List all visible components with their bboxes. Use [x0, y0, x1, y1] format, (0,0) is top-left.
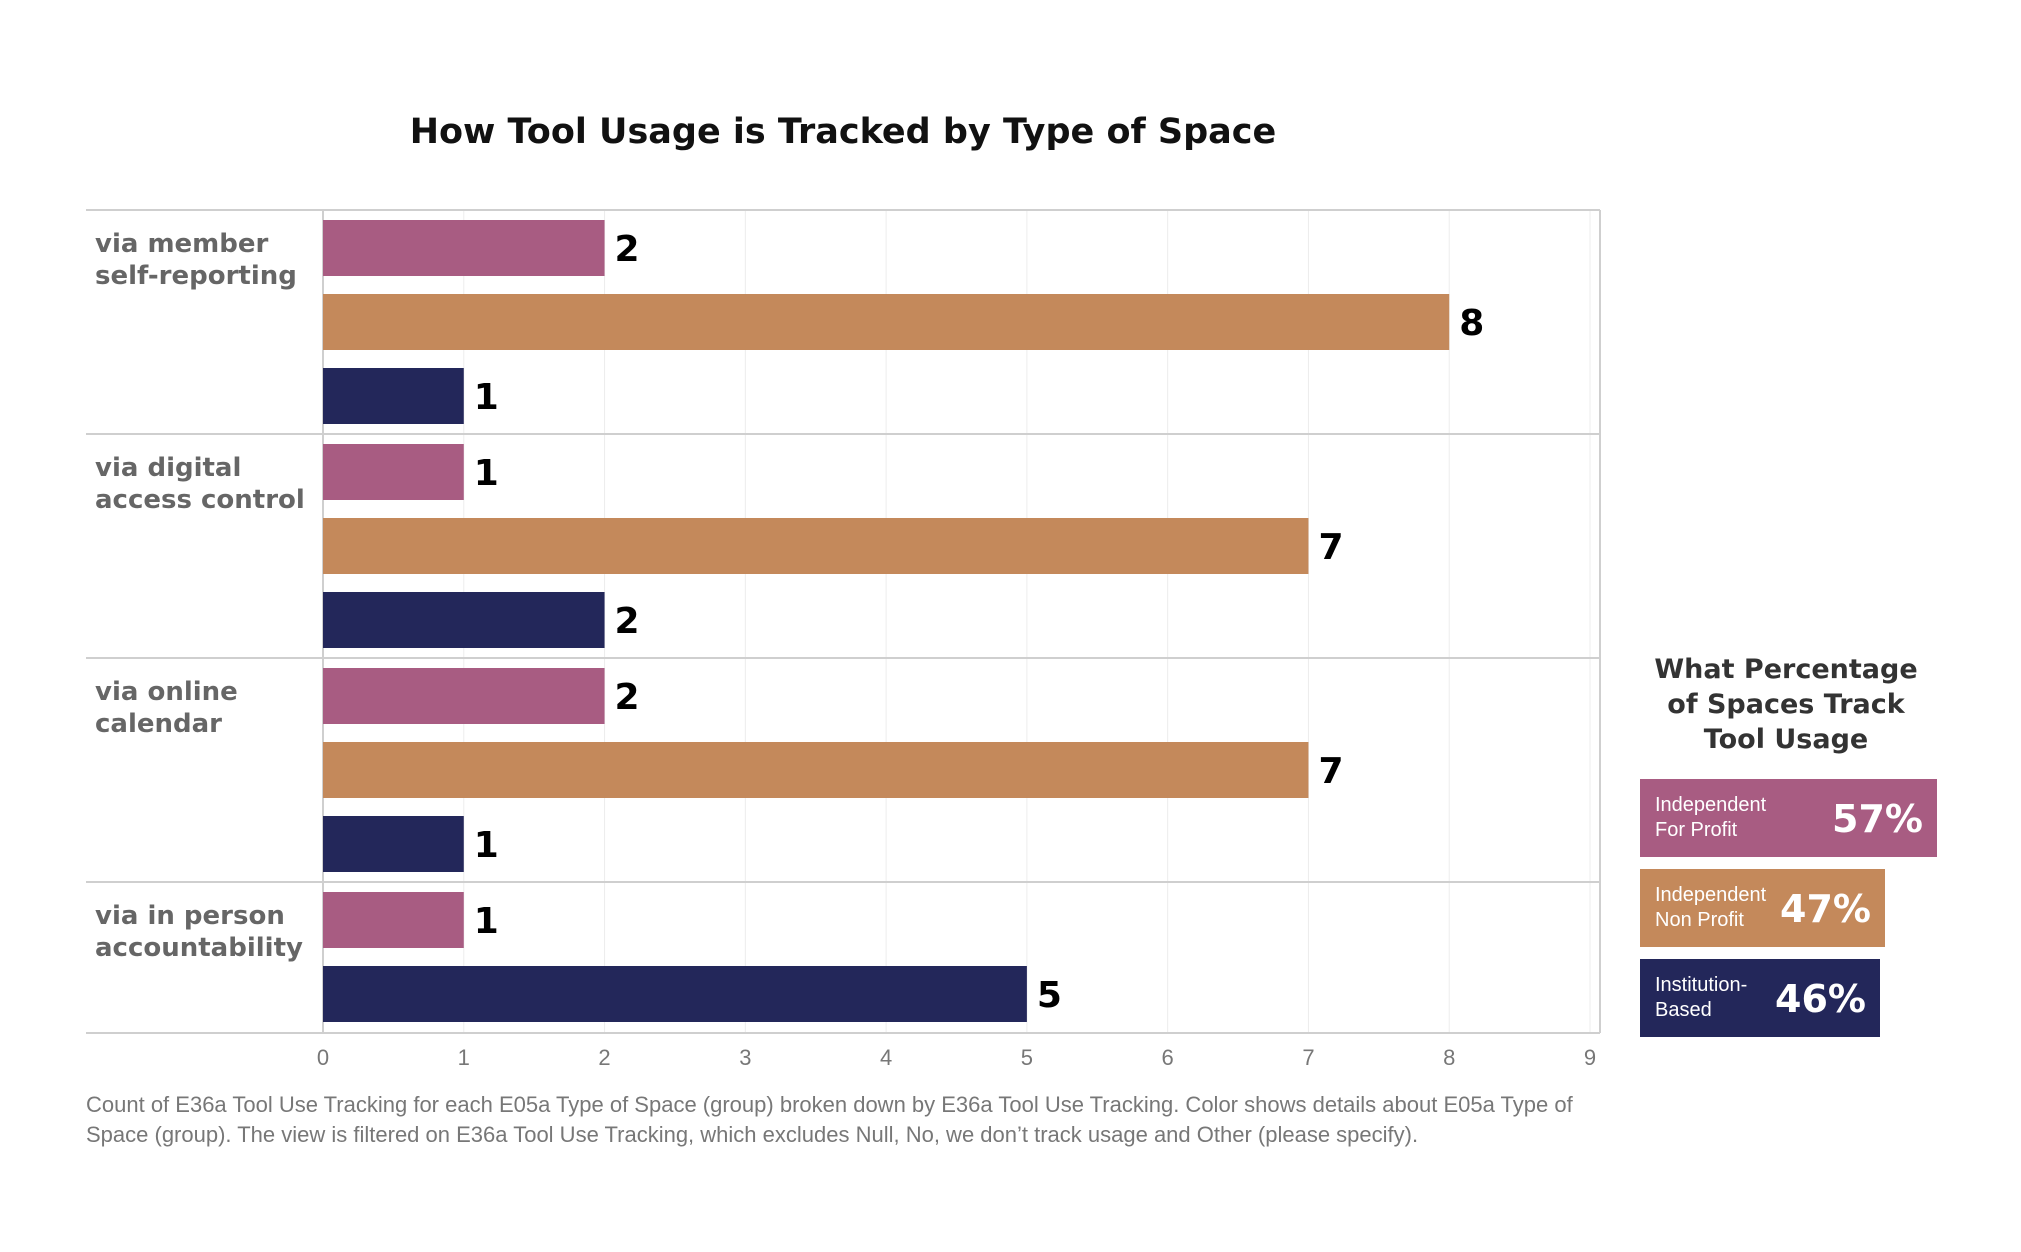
percentage-box-value: 47%: [1780, 887, 1871, 931]
bar: [323, 892, 464, 948]
percentage-box-value: 46%: [1775, 977, 1866, 1021]
bar: [323, 518, 1309, 574]
data-label: 1: [474, 901, 499, 942]
bar: [323, 966, 1027, 1022]
data-label: 2: [615, 601, 640, 642]
percentage-box-value: 57%: [1832, 797, 1923, 841]
percentage-box-label: Institution-Based: [1655, 974, 1748, 1021]
category-label: via digital access control: [95, 453, 305, 515]
x-tick-label: 4: [880, 1045, 892, 1070]
x-tick-label: 3: [739, 1045, 751, 1070]
bar: [323, 816, 464, 872]
percentage-box: Institution-Based 46%: [1640, 959, 1880, 1037]
bar: [323, 220, 605, 276]
x-tick-label: 6: [1162, 1045, 1174, 1070]
category-label: via in person accountability: [95, 901, 303, 963]
data-label: 2: [615, 677, 640, 718]
percentage-list: Independent For Profit 57% Independent Non…: [1640, 779, 1960, 1037]
data-label: 7: [1318, 527, 1343, 568]
bar: [323, 668, 605, 724]
bar: [323, 742, 1309, 798]
chart-caption: Count of E36a Tool Use Tracking for each…: [86, 1092, 1573, 1147]
category-label: via member self-reporting: [95, 229, 297, 291]
chart-title: How Tool Usage is Tracked by Type of Spa…: [409, 112, 1277, 152]
x-tick-label: 2: [598, 1045, 610, 1070]
x-tick-label: 5: [1021, 1045, 1033, 1070]
percentage-box-label: Independent For Profit: [1655, 794, 1767, 841]
x-tick-label: 7: [1302, 1045, 1314, 1070]
bar: [323, 444, 464, 500]
data-label: 1: [474, 377, 499, 418]
data-label: 8: [1459, 303, 1484, 344]
x-tick-label: 1: [458, 1045, 470, 1070]
category-label: via online calendar: [95, 677, 238, 739]
percentage-box-label: Independent Non Profit: [1655, 884, 1767, 931]
x-tick-label: 8: [1443, 1045, 1455, 1070]
data-label: 5: [1037, 975, 1062, 1016]
x-tick-label: 0: [317, 1045, 329, 1070]
percentage-box: Independent Non Profit 47%: [1640, 869, 1885, 947]
bar: [323, 592, 605, 648]
data-label: 2: [615, 229, 640, 270]
x-tick-label: 9: [1584, 1045, 1596, 1070]
percentage-box: Independent For Profit 57%: [1640, 779, 1937, 857]
bar: [323, 294, 1450, 350]
data-label: 7: [1318, 751, 1343, 792]
data-label: 1: [474, 453, 499, 494]
bar: [323, 368, 464, 424]
percentage-panel: What Percentage of Spaces Track Tool Usa…: [1640, 652, 1960, 1049]
percentage-panel-title: What Percentage of Spaces Track Tool Usa…: [1654, 654, 1918, 755]
data-label: 1: [474, 825, 499, 866]
